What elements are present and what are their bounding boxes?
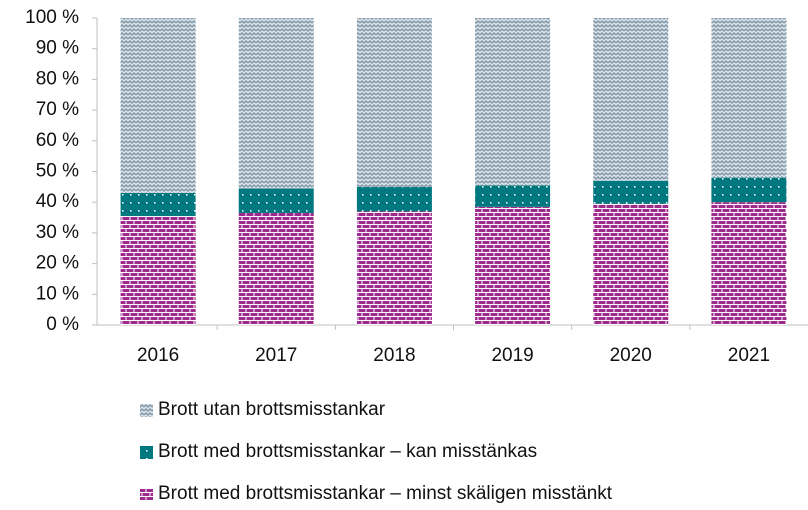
x-tick-label: 2016 [137,345,179,366]
legend-swatch [140,446,153,459]
bar-segment [120,18,196,193]
bar-segment [120,216,196,325]
bar-segment [711,177,787,203]
y-tick-label: 20 % [36,253,79,274]
x-tick-label: 2018 [373,345,415,366]
legend-label: Brott utan brottsmisstankar [158,399,386,420]
x-tick-label: 2021 [728,345,770,366]
bar-segment [356,186,432,212]
bar-segment [356,18,432,187]
bar-segment [711,202,787,325]
y-tick-label: 100 % [25,7,79,28]
legend-swatch [140,488,153,501]
y-tick-label: 40 % [36,191,79,212]
y-tick-label: 90 % [36,38,79,59]
bar-segment [593,180,669,204]
legend-label: Brott med brottsmisstankar – kan misstän… [158,441,537,462]
y-tick-label: 60 % [36,130,79,151]
bar-segment [475,185,551,207]
bar-segment [356,211,432,325]
bar-segment [711,18,787,178]
bar-segment [120,192,196,217]
y-tick-label: 30 % [36,222,79,243]
x-tick-label: 2019 [491,345,533,366]
y-tick-label: 70 % [36,99,79,120]
x-tick-label: 2017 [255,345,297,366]
bar-segment [475,206,551,325]
y-tick-label: 80 % [36,68,79,89]
bar-segment [238,18,314,189]
legend-swatch [140,404,153,417]
bar-segment [238,188,314,213]
y-tick-label: 10 % [36,283,79,304]
bar-segment [593,18,669,181]
y-tick-label: 50 % [36,161,79,182]
bar-segment [593,203,669,325]
bar-segment [475,18,551,186]
legend-label: Brott med brottsmisstankar – minst skäli… [158,483,613,504]
x-tick-label: 2020 [610,345,652,366]
bar-segment [238,212,314,325]
y-tick-label: 0 % [46,314,79,335]
